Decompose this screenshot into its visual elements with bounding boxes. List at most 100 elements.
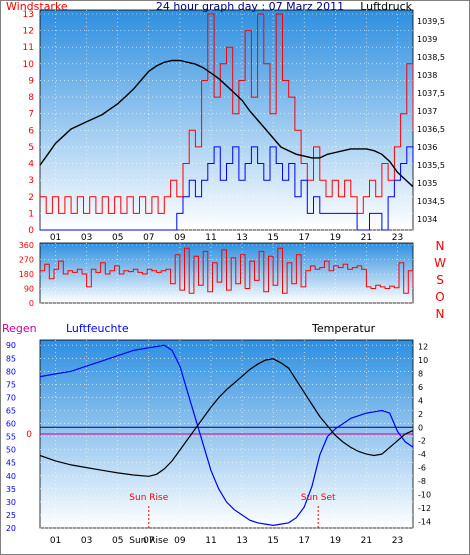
luftfeuchte-tick: 45 (6, 459, 16, 468)
windstarke-tick: 12 (23, 27, 34, 37)
hour-tick-label: 03 (81, 233, 92, 243)
luftfeuchte-tick: 25 (6, 511, 16, 520)
windstarke-tick: 2 (28, 193, 34, 203)
luftfeuchte-label: Luftfeuchte (66, 322, 129, 335)
wind-hour-tick-labels: 01 03 05 07 09 11 13 15 17 19 21 23 (50, 233, 403, 243)
luftfeuchte-tick: 50 (6, 446, 16, 455)
windstarke-tick: 5 (28, 143, 34, 153)
humidity-series (39, 344, 414, 527)
hour-tick-label: 07 (143, 233, 154, 243)
luftdruck-tick: 1035,5 (417, 161, 445, 170)
luftfeuchte-tick: 35 (6, 485, 16, 494)
hour-tick-label: 23 (392, 536, 403, 546)
temperatur-tick: -6 (418, 464, 426, 473)
chart-title: 24 hour graph day : 07 Marz 2011 (156, 0, 344, 13)
hour-tick-label: 13 (236, 233, 247, 243)
luftfeuchte-tick: 75 (6, 380, 16, 389)
luftfeuchte-tick: 70 (6, 393, 16, 402)
sun-set-label: Sun Set (301, 493, 336, 503)
hour-tick-label: 13 (236, 536, 247, 546)
luftfeuchte-tick-labels: 20 25 30 35 40 45 50 55 60 65 70 75 80 85 90 (6, 341, 16, 533)
compass-tick: W (434, 256, 446, 270)
windstarke-tick: 13 (23, 10, 34, 20)
rain-zero-label: 0 (26, 430, 32, 440)
temperatur-tick: -10 (418, 490, 431, 499)
temperature-series (39, 358, 414, 477)
windstarke-tick: 11 (23, 43, 34, 53)
luftfeuchte-tick: 30 (6, 498, 16, 507)
luftdruck-axis-label: Luftdruck (360, 0, 412, 13)
temperatur-axis-label: Temperatur (311, 322, 376, 335)
temperatur-tick: 10 (418, 356, 428, 365)
luftfeuchte-tick: 40 (6, 472, 16, 481)
luftdruck-tick: 1034,5 (417, 197, 445, 206)
temperatur-tick: 8 (418, 370, 423, 379)
temperatur-tick-labels: -14 -12 -10 -8 -6 -4 -2 0 2 4 6 8 10 12 (418, 343, 431, 527)
luftdruck-tick: 1039,5 (417, 17, 445, 26)
luftdruck-tick: 1037,5 (417, 89, 445, 98)
luftdruck-tick: 1038,5 (417, 53, 445, 62)
temperatur-tick: 12 (418, 343, 428, 352)
temperatur-tick: -12 (418, 504, 431, 513)
hour-tick-label: 19 (330, 536, 342, 546)
windstarke-tick: 6 (28, 126, 34, 136)
windstarke-axis-label: Windstarke (6, 0, 68, 13)
windstarke-tick: 4 (28, 160, 34, 170)
wind-gust-series (40, 13, 414, 214)
temperatur-tick: -2 (418, 437, 426, 446)
luftdruck-tick: 1036 (417, 143, 437, 152)
temperatur-tick: -4 (418, 450, 426, 459)
windstarke-tick: 3 (28, 176, 34, 186)
luftfeuchte-tick: 85 (6, 354, 16, 363)
direction-series (40, 247, 414, 294)
degree-tick: 180 (19, 270, 34, 279)
hour-tick-label: 17 (298, 233, 309, 243)
luftfeuchte-tick: 60 (6, 420, 16, 429)
luftfeuchte-tick: 90 (6, 341, 16, 350)
compass-tick: S (436, 273, 444, 287)
windstarke-tick: 9 (28, 76, 34, 86)
windstarke-tick: 7 (28, 110, 34, 120)
degree-tick: 0 (29, 299, 34, 308)
pressure-series (39, 59, 414, 188)
temperatur-tick: 6 (418, 383, 423, 392)
hour-tick-label: 15 (267, 536, 278, 546)
hour-tick-label: 01 (50, 536, 61, 546)
hour-tick-label: 09 (174, 536, 186, 546)
sun-rise-axis-label: Sun Rise (129, 536, 168, 546)
hour-tick-label: 15 (267, 233, 278, 243)
temperatur-tick: -8 (418, 477, 426, 486)
hour-tick-label: 01 (50, 233, 61, 243)
luftfeuchte-tick: 20 (6, 524, 16, 533)
luftdruck-tick: 1037 (417, 107, 437, 116)
compass-tick: N (436, 307, 445, 321)
hour-tick-label: 07 (143, 536, 154, 546)
degree-tick: 90 (24, 285, 34, 294)
luftfeuchte-tick: 80 (6, 367, 16, 376)
hour-tick-label: 05 (112, 536, 123, 546)
temperatur-tick: 4 (418, 396, 423, 405)
hour-tick-label: 11 (205, 233, 216, 243)
hour-tick-label: 09 (174, 233, 186, 243)
windstarke-tick: 10 (23, 60, 35, 70)
humidity-hour-tick-labels: 01 03 05 07 09 11 13 15 17 19 21 23 (50, 536, 403, 546)
hour-tick-label: 23 (392, 233, 403, 243)
luftfeuchte-tick: 55 (6, 433, 16, 442)
windstarke-tick: 8 (28, 93, 34, 103)
degree-tick: 270 (19, 256, 34, 265)
degree-tick-labels: 0 90 180 270 360 (19, 241, 34, 308)
windstarke-tick: 1 (28, 209, 34, 219)
degree-tick: 360 (19, 241, 34, 250)
wind-mean-series (40, 146, 414, 231)
wind-grid (40, 10, 413, 231)
sun-rise-label: Sun Rise (129, 493, 168, 503)
luftdruck-tick: 1036,5 (417, 125, 445, 134)
luftfeuchte-tick: 65 (6, 407, 16, 416)
hour-tick-label: 19 (330, 233, 342, 243)
luftdruck-tick: 1039 (417, 35, 437, 44)
